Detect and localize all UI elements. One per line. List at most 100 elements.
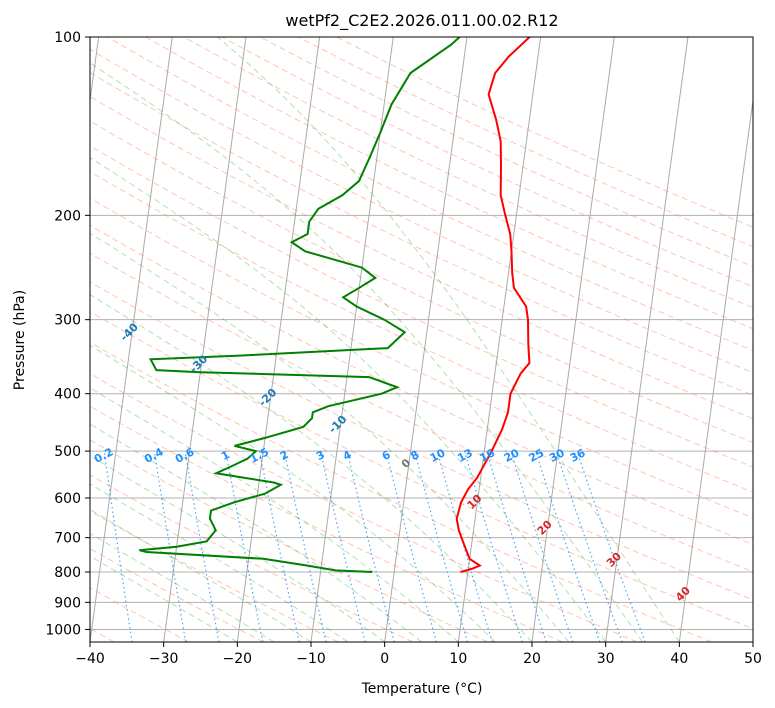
mixing-ratio-line — [319, 450, 366, 642]
y-axis: 100 200 300 400 500 600 700 800 900 1000 — [45, 30, 90, 638]
dry-adiabat — [90, 145, 753, 468]
mixing-ratio-label: 13 — [455, 446, 475, 465]
mixing-ratio-label: 36 — [568, 446, 588, 465]
chart-title: wetPf2_C2E2.2026.011.00.02.R12 — [285, 11, 558, 31]
y-tick-label: 100 — [54, 30, 81, 46]
isotherm-label: 40 — [673, 584, 693, 604]
moist-adiabat — [90, 483, 349, 642]
dry-adiabat — [90, 197, 753, 519]
isotherm-label: 30 — [604, 549, 624, 569]
dry-adiabat — [90, 71, 753, 396]
dry-adiabat — [90, 281, 753, 601]
isotherm-line — [163, 37, 247, 642]
x-tick-label: −40 — [75, 651, 105, 667]
isotherm-line — [310, 37, 394, 642]
isotherm-line — [384, 37, 468, 642]
dry-adiabat — [298, 37, 753, 248]
mixing-ratio-label: 16 — [477, 446, 497, 465]
mixing-ratio-line — [413, 450, 469, 642]
mixing-ratio-label: 25 — [527, 446, 547, 465]
moist-adiabat — [90, 156, 607, 642]
mixing-ratio-line — [464, 450, 523, 642]
mixing-ratio-line — [576, 450, 646, 642]
x-axis: −40 −30 −20 −10 0 10 20 30 40 50 — [75, 642, 762, 667]
mixing-ratio-line — [103, 451, 133, 642]
dry-adiabat — [90, 548, 264, 642]
x-tick-label: 30 — [597, 651, 615, 667]
dry-adiabat — [90, 95, 753, 420]
mixing-ratio-label: 4 — [341, 448, 354, 463]
moist-adiabat — [90, 423, 422, 642]
mixing-ratio-line — [486, 450, 547, 642]
x-axis-label: Temperature (°C) — [361, 681, 483, 697]
y-tick-label: 600 — [54, 491, 81, 507]
isotherm-label: 20 — [535, 517, 555, 537]
x-tick-label: 10 — [449, 651, 467, 667]
mixing-ratio-label: 0.2 — [92, 445, 115, 466]
mixing-ratio-line — [153, 451, 187, 642]
mixing-ratio-line — [555, 450, 623, 642]
dry-adiabat — [90, 405, 563, 642]
y-axis-label: Pressure (hPa) — [12, 290, 28, 390]
mixing-ratio-line — [385, 450, 437, 642]
moist-adiabat — [90, 294, 533, 642]
dry-adiabat — [90, 48, 753, 374]
dry-adiabat — [90, 171, 753, 493]
moist-adiabat — [90, 455, 385, 642]
moist-adiabat — [90, 62, 643, 642]
y-tick-label: 200 — [54, 208, 81, 224]
isotherm-line — [90, 37, 173, 642]
isotherm-line — [457, 37, 542, 642]
dewpoint-profile — [139, 37, 461, 573]
y-tick-label: 300 — [54, 313, 81, 329]
isotherm-label: -20 — [256, 386, 279, 409]
mixing-ratio-line — [184, 451, 220, 642]
grid-lines — [90, 37, 753, 642]
x-tick-label: 0 — [380, 651, 389, 667]
dry-adiabat — [90, 120, 753, 444]
y-tick-label: 400 — [54, 387, 81, 403]
line-labels: 0.2 0.4 0.6 1 1.5 2 3 4 6 8 10 13 16 20 25 30 36-40-30-2… — [92, 320, 693, 604]
x-tick-label: 20 — [523, 651, 541, 667]
y-tick-label: 800 — [54, 565, 81, 581]
dry-adiabat — [145, 37, 753, 330]
isotherm-line — [752, 638, 753, 642]
mixing-ratio-label: 8 — [408, 448, 421, 463]
x-tick-label: −30 — [149, 651, 179, 667]
plot-frame — [89, 36, 754, 643]
data-series — [139, 37, 531, 573]
dry-adiabat — [90, 439, 488, 642]
dry-adiabat — [183, 37, 753, 309]
mixing-ratio-label: 10 — [428, 446, 448, 465]
isotherm-line — [531, 37, 615, 642]
y-tick-label: 700 — [54, 531, 81, 547]
dry-adiabat — [90, 310, 753, 630]
mixing-ratio-line — [510, 450, 574, 642]
mixing-ratio-label: 0.6 — [173, 445, 197, 466]
dry-adiabat — [90, 252, 753, 573]
dry-adiabat — [90, 373, 638, 642]
dry-adiabat — [90, 474, 414, 642]
moist-adiabat — [90, 387, 459, 642]
mixing-ratio-label: 1.5 — [248, 445, 271, 466]
background-lines — [90, 37, 753, 642]
dry-adiabat — [90, 341, 712, 642]
dry-adiabat — [336, 37, 753, 228]
x-tick-label: 40 — [670, 651, 688, 667]
moist-adiabat — [90, 232, 570, 642]
moist-adiabat — [90, 532, 275, 642]
x-tick-label: 50 — [744, 651, 762, 667]
temperature-profile — [455, 37, 531, 573]
isotherm-line — [678, 96, 753, 642]
mixing-ratio-line — [436, 450, 493, 642]
isotherm-line — [605, 37, 689, 642]
isotherm-line — [90, 37, 100, 105]
moist-adiabat — [90, 508, 312, 642]
mixing-ratio-label: 30 — [547, 446, 567, 465]
x-tick-label: −20 — [223, 651, 253, 667]
isotherm-label: -10 — [326, 412, 349, 435]
mixing-ratio-label: 20 — [502, 446, 522, 465]
y-tick-label: 500 — [54, 444, 81, 460]
dry-adiabat — [221, 37, 753, 288]
